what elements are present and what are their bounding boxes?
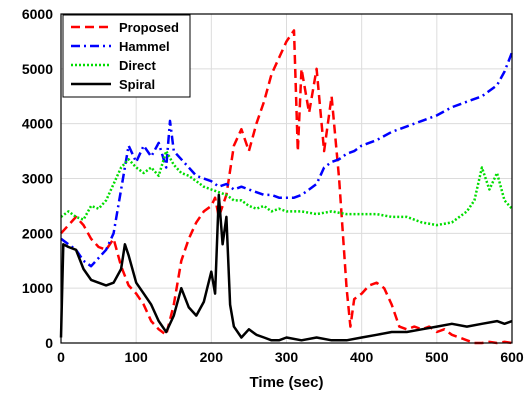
legend-label-direct: Direct [119,58,157,73]
legend: Proposed Hammel Direct Spiral [62,14,191,98]
x-tick-label: 100 [124,349,148,365]
legend-label-proposed: Proposed [119,20,179,35]
x-tick-label: 400 [350,349,374,365]
x-tick-label: 600 [500,349,524,365]
series-line-spiral [59,193,513,342]
series-lines [59,29,514,345]
y-tick-label: 2000 [22,225,53,241]
y-tick-label: 6000 [22,6,53,22]
x-tick-label: 300 [275,349,299,365]
x-tick-label: 0 [57,349,65,365]
y-tick-label: 5000 [22,61,53,77]
series-line-hammel [60,51,514,268]
x-axis-title: Time (sec) [250,374,324,391]
x-tick-label: 500 [425,349,449,365]
x-tick-label: 200 [200,349,224,365]
plot-frame [60,13,513,344]
legend-label-spiral: Spiral [119,77,155,92]
y-tick-labels: 0 1000 2000 3000 4000 5000 6000 [22,6,53,351]
x-tick-labels: 0 100 200 300 400 500 600 [57,349,524,365]
legend-label-hammel: Hammel [119,39,170,54]
y-tick-label: 0 [45,335,53,351]
y-tick-label: 3000 [22,171,53,187]
y-tick-label: 4000 [22,116,53,132]
series-line-proposed [60,29,513,345]
series-line-direct [60,149,513,227]
y-tick-label: 1000 [22,280,53,296]
